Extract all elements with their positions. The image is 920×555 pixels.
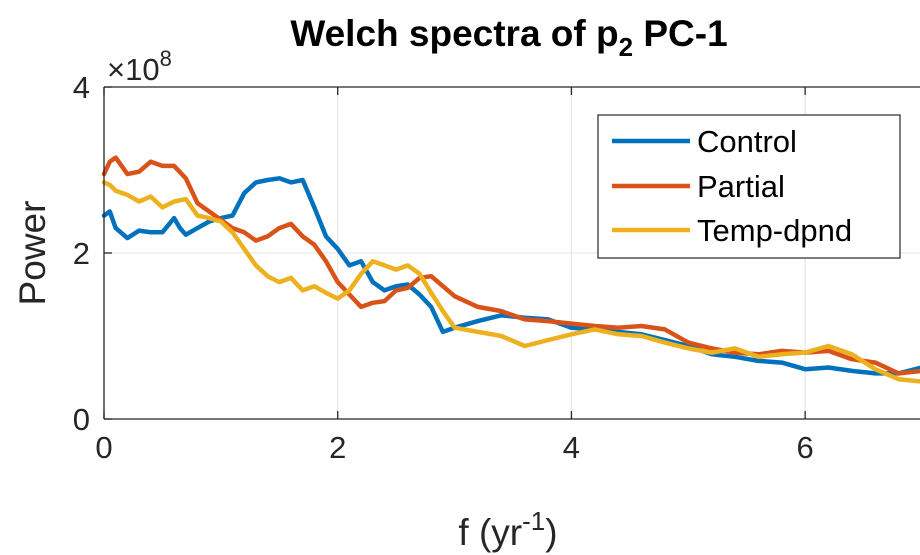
legend-label-control: Control bbox=[697, 124, 797, 159]
x-tick-label: 6 bbox=[797, 430, 814, 465]
series-group bbox=[101, 155, 920, 384]
y-tick-label: 0 bbox=[73, 402, 90, 437]
y-tick-label: 2 bbox=[73, 236, 90, 271]
chart-title: Welch spectra of p2 PC-1 bbox=[290, 13, 727, 62]
chart-title-subscript: 2 bbox=[619, 32, 633, 62]
legend-label-temp-dpnd: Temp-dpnd bbox=[697, 213, 852, 248]
x-tick-label: 0 bbox=[95, 430, 112, 465]
axis-ticks: 0 2 4 6 0 2 4 bbox=[73, 70, 814, 465]
y-axis-label: Power bbox=[12, 201, 53, 306]
x-axis-label: f (yr-1) bbox=[458, 506, 557, 553]
legend: Control Partial Temp-dpnd bbox=[597, 114, 901, 259]
x-tick-label: 4 bbox=[563, 430, 580, 465]
y-tick-label: 4 bbox=[73, 70, 90, 105]
legend-label-partial: Partial bbox=[697, 169, 785, 204]
series-line-temp-dpnd bbox=[101, 180, 920, 384]
series-line-control bbox=[101, 176, 920, 376]
y-axis-exponent: ×108 bbox=[107, 46, 172, 87]
x-tick-label: 2 bbox=[329, 430, 346, 465]
